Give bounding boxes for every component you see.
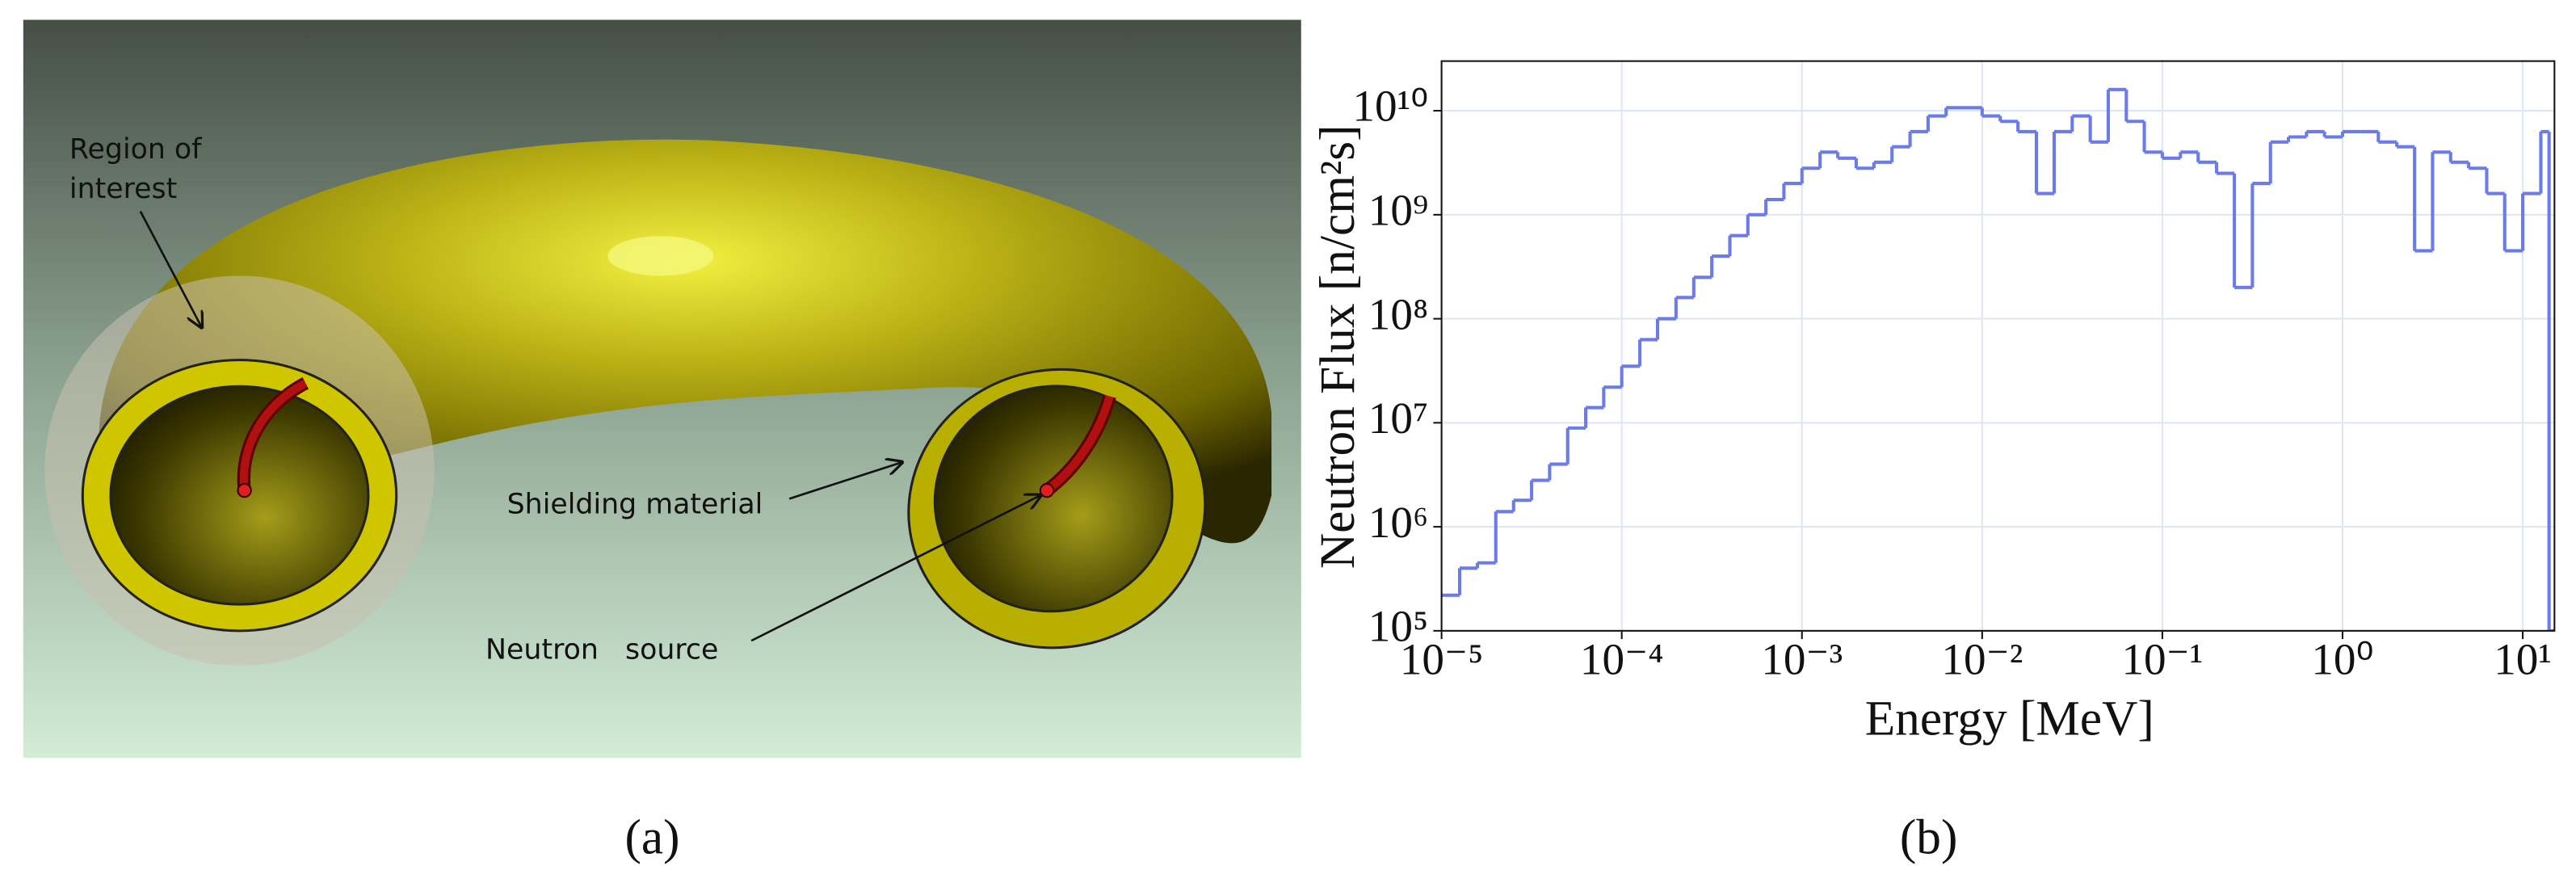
annotation: Neutron source <box>485 633 718 666</box>
arrow <box>788 462 901 500</box>
panel-a: Region of interest Shielding material Ne… <box>23 19 1301 759</box>
y-tick-label: 10⁸ <box>1368 289 1428 338</box>
arrow <box>139 211 202 327</box>
series <box>1441 87 2555 631</box>
plot: 10⁻⁵ 10⁻⁴ 10⁻³ 10⁻² 10⁻¹ 10⁰ 10¹ 10⁵ 10⁶ 10⁷ 10⁸ 10… <box>1352 60 2556 683</box>
highlight <box>607 236 714 276</box>
x-tick-label: 10⁰ <box>2311 634 2373 683</box>
x-axis-label: Energy [MeV] <box>1865 691 2154 746</box>
x-tick-label: 10⁻² <box>1941 634 2023 683</box>
caption: (b) <box>1900 810 1957 865</box>
y-tick-label: 10⁶ <box>1368 498 1428 547</box>
annotation: Region of <box>69 133 202 166</box>
source-point <box>1039 482 1055 498</box>
x-tick-label: 10⁻⁴ <box>1580 634 1664 683</box>
x-tick-label: 10⁻³ <box>1761 634 1843 683</box>
x-tick-label: 10¹ <box>2494 634 2552 683</box>
annotation: interest <box>69 173 177 205</box>
y-tick-label: 10⁹ <box>1368 185 1428 234</box>
y-tick-label: 10⁷ <box>1368 393 1428 443</box>
source-tube <box>1044 395 1114 494</box>
source-point <box>237 482 252 498</box>
y-tick-label: 10⁵ <box>1368 602 1428 651</box>
annotation: Shielding material <box>507 489 763 521</box>
x-tick-label: 10⁻⁵ <box>1400 634 1484 683</box>
axes-frame <box>1440 60 2556 632</box>
y-axis-label: Neutron Flux [n/cm²s] <box>1310 124 1365 569</box>
x-tick-label: 10⁻¹ <box>2121 634 2203 683</box>
y-tick-label: 10¹⁰ <box>1352 82 1428 131</box>
right-hole <box>933 385 1174 613</box>
arrow <box>750 495 1040 642</box>
caption: (a) <box>624 810 679 865</box>
source-tube <box>239 379 308 491</box>
